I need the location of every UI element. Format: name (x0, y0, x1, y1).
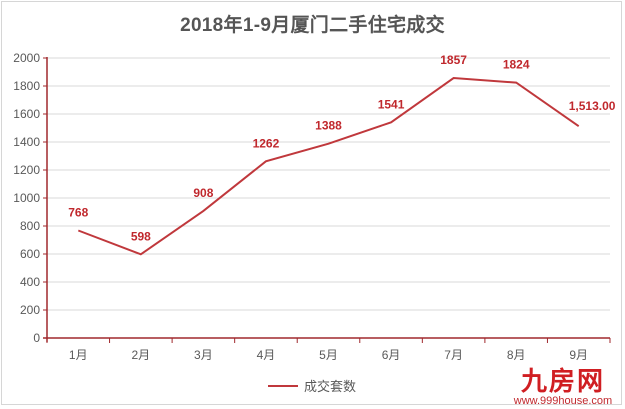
legend: 成交套数 (268, 376, 356, 395)
legend-label: 成交套数 (304, 379, 357, 394)
x-axis-ticks: 1月 2月 3月 4月 5月 6月 7月 8月 9月 (69, 348, 588, 362)
y-tick-label: 2000 (13, 51, 40, 65)
x-tick-label: 9月 (569, 348, 588, 362)
axes (43, 57, 611, 343)
data-label: 598 (131, 229, 151, 243)
watermark-logo: 九房网 (520, 366, 605, 396)
data-label: 1262 (253, 136, 280, 150)
data-labels: 768 598 908 1262 1388 1541 1857 1824 1,513.00 (68, 53, 615, 243)
data-label: 1857 (440, 53, 467, 67)
y-tick-label: 1600 (13, 107, 40, 121)
data-label: 908 (193, 186, 213, 200)
y-tick-label: 0 (33, 331, 40, 345)
y-tick-label: 1800 (13, 79, 40, 93)
x-tick-label: 8月 (507, 348, 526, 362)
x-tick-label: 3月 (194, 348, 213, 362)
gridlines (47, 57, 610, 311)
x-tick-label: 6月 (382, 348, 401, 362)
x-tick-label: 5月 (319, 348, 338, 362)
series-line (77, 76, 580, 256)
y-tick-label: 200 (20, 303, 40, 317)
chart-title: 2018年1-9月厦门二手住宅成交 (180, 15, 445, 36)
x-tick-label: 1月 (69, 348, 88, 362)
watermark-url: www.999house.com (513, 395, 613, 407)
data-label: 1541 (378, 97, 405, 111)
y-tick-label: 600 (20, 247, 40, 261)
y-tick-label: 1200 (13, 163, 40, 177)
data-label: 1824 (503, 58, 530, 72)
y-tick-label: 1000 (13, 191, 40, 205)
x-tick-label: 4月 (257, 348, 276, 362)
y-tick-label: 800 (20, 219, 40, 233)
y-axis-ticks: 0 200 400 600 800 1000 1200 1400 1600 1800 2000 (13, 51, 40, 345)
x-tick-label: 7月 (444, 348, 463, 362)
y-tick-label: 400 (20, 275, 40, 289)
watermark: 九房网 www.999house.com (507, 367, 619, 407)
data-label: 1,513.00 (569, 99, 616, 113)
data-label: 1388 (315, 119, 342, 133)
x-tick-label: 2月 (131, 348, 150, 362)
y-tick-label: 1400 (13, 135, 40, 149)
legend-line-swatch (268, 384, 298, 387)
data-label: 768 (68, 205, 88, 219)
